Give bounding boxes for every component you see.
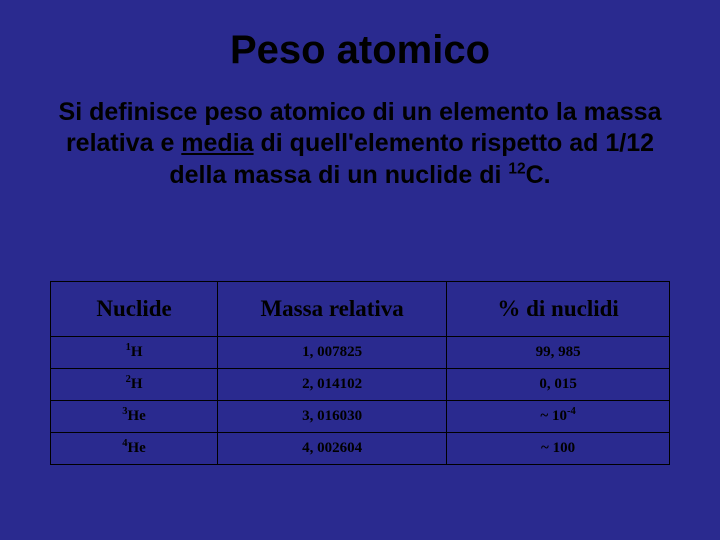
pct-exp: -4 [567, 406, 576, 417]
table-row: 4He 4, 002604 ~ 100 [51, 432, 670, 464]
definition-line3-post: C. [526, 161, 551, 189]
cell-percent: 99, 985 [447, 336, 670, 368]
table-body: 1H 1, 007825 99, 985 2H 2, 014102 0, 015… [51, 336, 670, 464]
nuclide-table: Nuclide Massa relativa % di nuclidi 1H 1… [50, 281, 670, 465]
cell-mass: 3, 016030 [218, 400, 447, 432]
header-nuclide: Nuclide [51, 281, 218, 336]
table-row: 3He 3, 016030 ~ 10-4 [51, 400, 670, 432]
cell-nuclide: 1H [51, 336, 218, 368]
cell-mass: 1, 007825 [218, 336, 447, 368]
slide-title: Peso atomico [20, 28, 700, 73]
definition-line1: Si definisce peso atomico di un elemento… [59, 98, 662, 126]
cell-mass: 4, 002604 [218, 432, 447, 464]
cell-nuclide: 3He [51, 400, 218, 432]
element-symbol: He [128, 440, 146, 456]
cell-nuclide: 4He [51, 432, 218, 464]
cell-percent: 0, 015 [447, 368, 670, 400]
cell-mass: 2, 014102 [218, 368, 447, 400]
element-symbol: H [131, 344, 143, 360]
definition-line2-pre: relativa e [66, 129, 181, 157]
definition-line2-post: di quell'elemento rispetto ad 1/12 [254, 129, 655, 157]
definition-line3-pre: della massa di un nuclide di [169, 161, 508, 189]
element-symbol: He [128, 408, 146, 424]
pct-value: 0, 015 [539, 376, 577, 392]
pct-value: ~ 100 [541, 440, 575, 456]
pct-value: 99, 985 [536, 344, 581, 360]
header-percent: % di nuclidi [447, 281, 670, 336]
pct-value: ~ 10 [540, 408, 567, 424]
table-header-row: Nuclide Massa relativa % di nuclidi [51, 281, 670, 336]
definition-text: Si definisce peso atomico di un elemento… [20, 97, 700, 191]
slide: Peso atomico Si definisce peso atomico d… [0, 0, 720, 540]
header-mass: Massa relativa [218, 281, 447, 336]
table-row: 2H 2, 014102 0, 015 [51, 368, 670, 400]
definition-sup: 12 [508, 160, 525, 177]
element-symbol: H [131, 376, 143, 392]
table-row: 1H 1, 007825 99, 985 [51, 336, 670, 368]
cell-percent: ~ 10-4 [447, 400, 670, 432]
cell-nuclide: 2H [51, 368, 218, 400]
definition-underlined: media [181, 129, 253, 157]
cell-percent: ~ 100 [447, 432, 670, 464]
